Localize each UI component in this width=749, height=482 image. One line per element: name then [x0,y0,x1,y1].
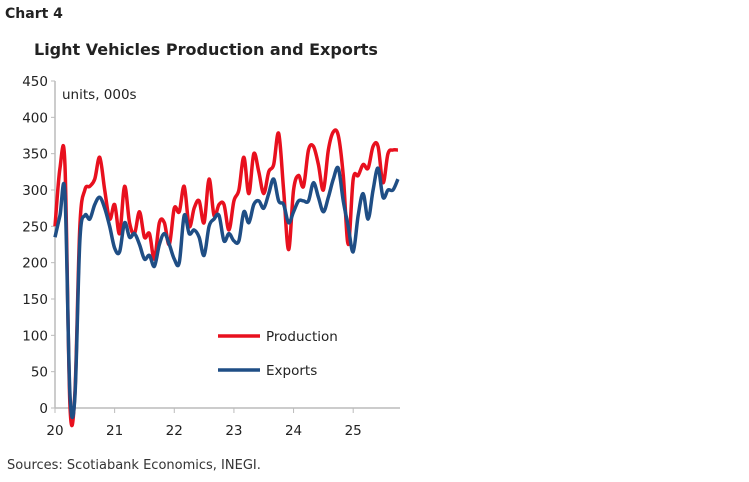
y-tick-label: 350 [22,147,48,163]
x-tick-label: 21 [106,423,123,439]
x-tick-label: 22 [166,423,183,439]
legend-label-exports: Exports [266,363,317,379]
y-tick-label: 0 [39,401,48,417]
y-tick-label: 300 [22,183,48,199]
y-tick-label: 250 [22,219,48,235]
series-line-exports [53,165,400,420]
y-tick-label: 50 [31,365,48,381]
source-note: Sources: Scotiabank Economics, INEGI. [7,458,261,473]
y-tick-label: 150 [22,292,48,308]
legend-label-production: Production [266,329,338,345]
chart-title: Light Vehicles Production and Exports [34,40,378,59]
x-tick-label: 23 [225,423,242,439]
y-tick-label: 100 [22,328,48,344]
chart-number: Chart 4 [5,6,63,22]
unit-label: units, 000s [62,87,137,103]
x-tick-label: 24 [285,423,302,439]
x-tick-label: 25 [345,423,362,439]
series-line-production [53,128,399,428]
x-tick-label: 20 [46,423,63,439]
y-tick-label: 450 [22,74,48,90]
y-tick-label: 400 [22,110,48,126]
y-tick-label: 200 [22,256,48,272]
